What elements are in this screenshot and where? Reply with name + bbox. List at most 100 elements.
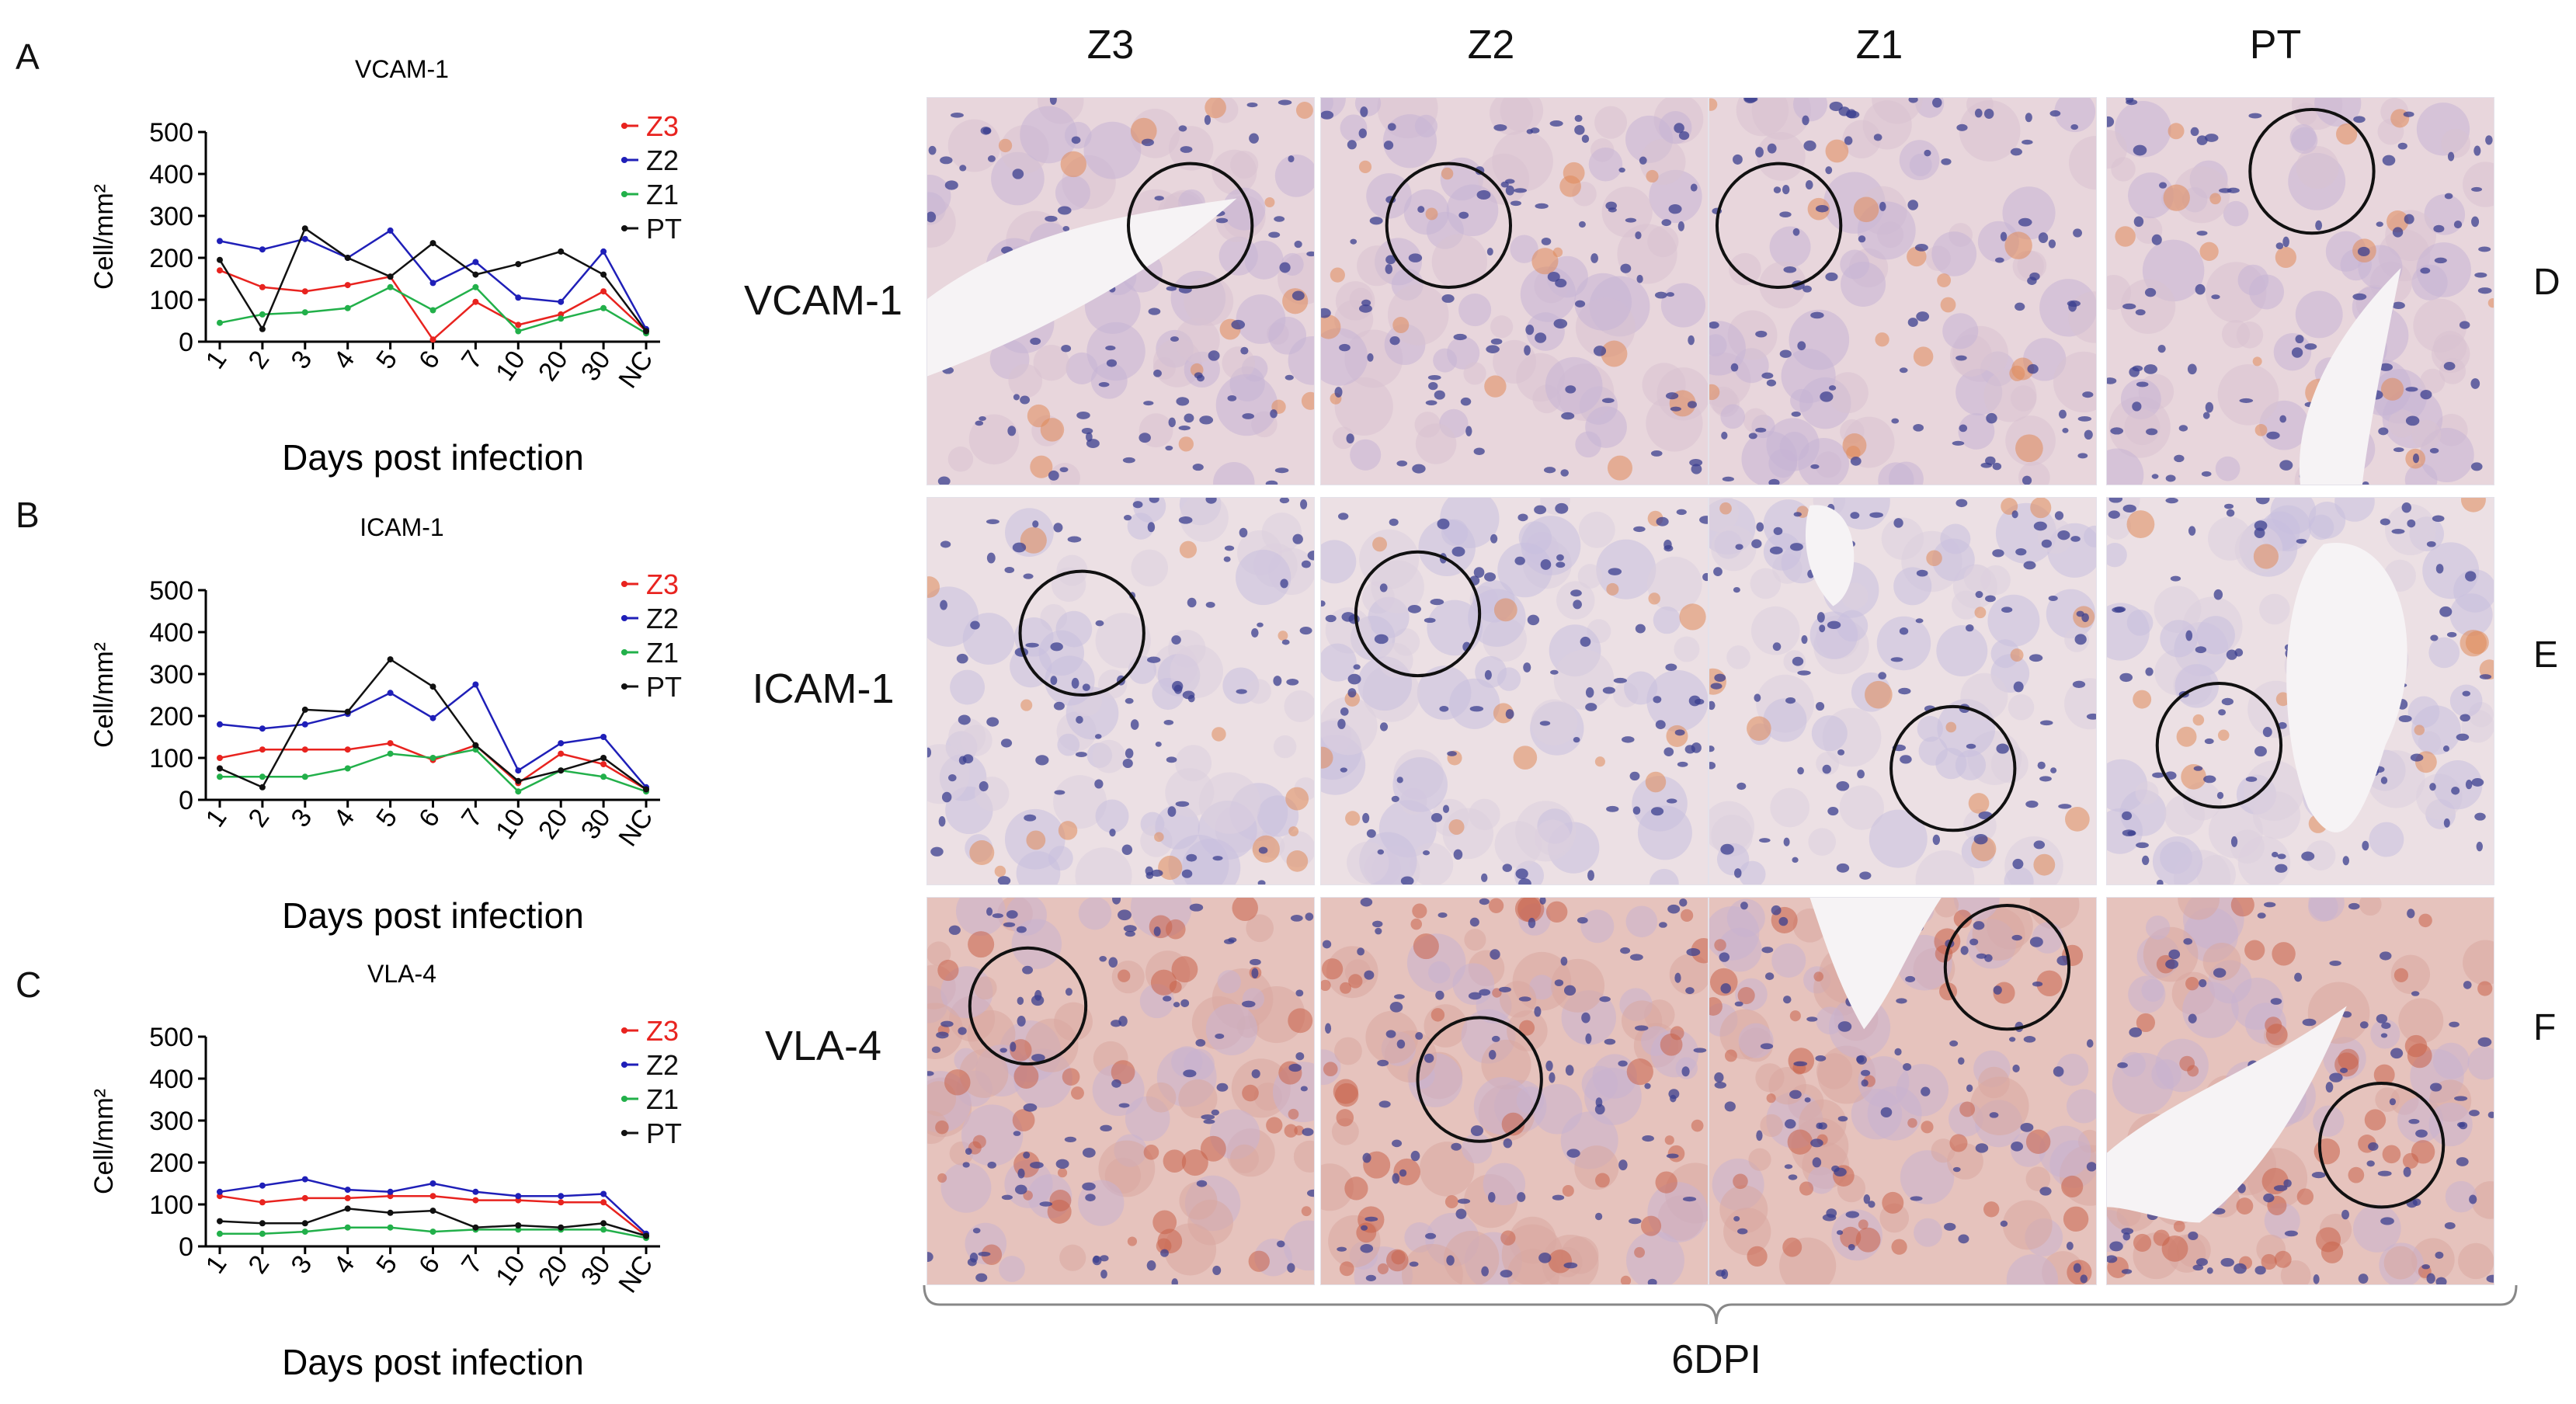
nucleus — [1573, 736, 1580, 743]
nucleus — [1353, 664, 1361, 670]
stain-spot — [1030, 455, 1053, 478]
nucleus — [1552, 1194, 1565, 1201]
nucleus — [1585, 1033, 1592, 1044]
legend-label-z1: Z1 — [646, 179, 679, 210]
nucleus — [2412, 453, 2420, 464]
stain-spot — [1667, 1145, 1685, 1162]
nucleus — [1108, 957, 1118, 968]
vessel-lumen — [2286, 543, 2407, 832]
nucleus — [1898, 687, 1911, 695]
nucleus — [1633, 526, 1646, 533]
legend-label-z1: Z1 — [646, 1083, 679, 1115]
nucleus — [1251, 968, 1259, 979]
nucleus — [1816, 1122, 1823, 1130]
tissue-texture — [1222, 346, 1255, 380]
stain-spot — [937, 1173, 947, 1183]
tissue-texture — [1726, 645, 1750, 669]
nucleus — [2165, 474, 2176, 482]
nucleus — [2070, 124, 2079, 130]
tissue-texture — [2107, 513, 2132, 540]
stain-spot — [1340, 982, 1352, 994]
nucleus — [2366, 1160, 2375, 1167]
nucleus — [1410, 1150, 1420, 1162]
nucleus — [1273, 676, 1282, 686]
nucleus — [1045, 215, 1058, 222]
nucleus — [1469, 917, 1479, 927]
nucleus — [1900, 755, 1912, 764]
tissue-texture — [1719, 1185, 1768, 1234]
nucleus — [1827, 807, 1839, 816]
nucleus — [1141, 138, 1154, 147]
nucleus — [1908, 98, 1918, 103]
data-point-pt — [259, 325, 266, 332]
tissue-texture — [1750, 606, 1800, 655]
nucleus — [1534, 505, 1547, 515]
nucleus — [1099, 955, 1107, 962]
nucleus — [1695, 698, 1705, 705]
data-point-pt — [301, 706, 308, 713]
highlight-circle — [1715, 162, 1843, 290]
tissue-texture — [1462, 1133, 1493, 1164]
nucleus — [2025, 113, 2032, 123]
nucleus — [1257, 880, 1266, 884]
nucleus — [1347, 140, 1357, 150]
y-tick-label: 400 — [149, 160, 193, 189]
nucleus — [1678, 131, 1690, 141]
stain-spot — [1242, 1084, 1259, 1102]
tissue-texture — [1331, 1117, 1359, 1145]
micrograph-image — [926, 497, 1315, 885]
nucleus — [2477, 1037, 2492, 1047]
legend-marker — [621, 123, 627, 129]
stain-spot — [2009, 365, 2025, 381]
stain-spot — [1719, 502, 1732, 515]
nucleus — [1360, 1244, 1374, 1253]
nucleus — [1250, 958, 1261, 966]
nucleus — [2195, 283, 2206, 295]
nucleus — [1175, 801, 1190, 807]
nucleus — [1594, 1103, 1605, 1115]
nucleus — [2420, 267, 2431, 274]
nucleus — [1030, 1161, 1044, 1169]
data-point-z1 — [429, 307, 436, 314]
nucleus — [1869, 512, 1883, 518]
tissue-texture — [1222, 187, 1266, 231]
nucleus — [1857, 770, 1865, 779]
tissue-texture — [2002, 186, 2056, 240]
nucleus — [1240, 346, 1249, 355]
highlight-circle — [1943, 903, 2071, 1031]
nucleus — [2145, 667, 2154, 676]
tissue-texture — [1738, 1023, 1774, 1058]
nucleus — [1294, 240, 1302, 248]
vessel-lumen — [1809, 898, 1942, 1030]
nucleus — [1812, 1157, 1822, 1168]
nucleus — [1122, 457, 1135, 464]
tissue-texture — [1217, 970, 1241, 994]
nucleus — [2341, 1209, 2350, 1220]
nucleus — [2204, 134, 2219, 142]
nucleus — [1295, 989, 1304, 997]
data-point-pt — [429, 1208, 436, 1215]
x-tick-label: 3 — [285, 804, 318, 832]
nucleus — [1215, 1033, 1225, 1039]
nucleus — [1751, 539, 1762, 549]
nucleus — [2397, 142, 2407, 150]
stain-spot — [2261, 1253, 2277, 1270]
y-tick-label: 100 — [149, 286, 193, 315]
data-point-pt — [472, 742, 479, 749]
nucleus — [1031, 995, 1045, 1006]
data-point-pt — [344, 708, 351, 715]
nucleus — [1274, 216, 1285, 222]
nucleus — [1095, 620, 1104, 627]
nucleus — [1903, 1062, 1912, 1071]
nucleus — [1668, 203, 1682, 214]
tissue-texture — [1545, 356, 1603, 415]
micrograph-image — [2106, 497, 2494, 885]
stain-spot — [1232, 898, 1258, 922]
nucleus — [965, 1148, 972, 1155]
tissue-texture — [1585, 406, 1627, 448]
nucleus — [2376, 1013, 2388, 1023]
x-tick-label: 5 — [370, 804, 403, 832]
nucleus — [1916, 311, 1930, 321]
tissue-texture — [1410, 843, 1454, 884]
stain-spot — [1747, 716, 1771, 741]
